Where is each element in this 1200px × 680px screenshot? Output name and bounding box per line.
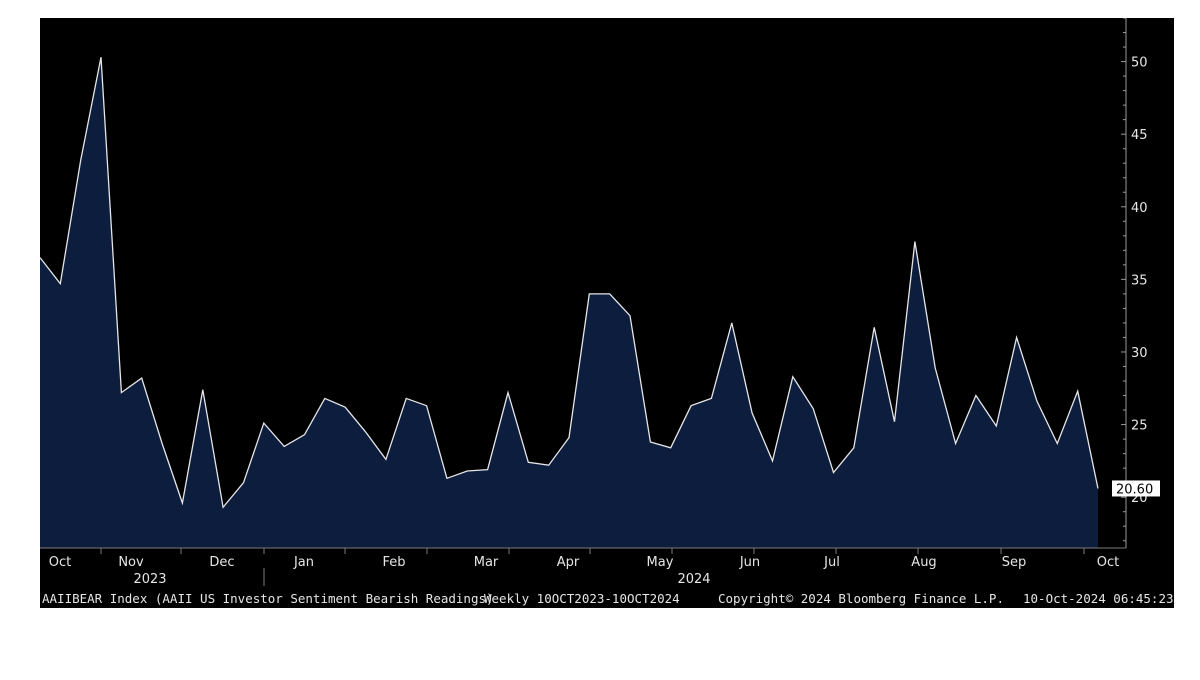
- x-tick-label: May: [647, 555, 674, 570]
- x-tick-label: Jul: [823, 555, 840, 570]
- y-tick-label: 25: [1131, 419, 1148, 434]
- x-tick-label: Apr: [557, 555, 580, 570]
- y-tick-label: 30: [1131, 346, 1148, 361]
- x-tick-label: Sep: [1002, 555, 1027, 570]
- y-tick-label: 45: [1131, 128, 1148, 143]
- x-tick-label: Mar: [474, 555, 499, 570]
- x-tick-label: Jan: [293, 555, 314, 570]
- year-label: 2023: [133, 572, 166, 587]
- year-label: 2024: [677, 572, 710, 587]
- footer-ticker: AAIIBEAR Index (AAII US Investor Sentime…: [42, 591, 494, 606]
- x-tick-label: Oct: [1097, 555, 1119, 570]
- y-tick-label: 35: [1131, 273, 1148, 288]
- x-tick-label: Dec: [209, 555, 234, 570]
- y-tick-label: 50: [1131, 56, 1148, 71]
- x-tick-label: Aug: [911, 555, 936, 570]
- chart-footer: AAIIBEAR Index (AAII US Investor Sentime…: [40, 590, 1174, 608]
- y-tick-label: 40: [1131, 201, 1148, 216]
- x-tick-label: Oct: [49, 555, 71, 570]
- x-tick-label: Jun: [739, 555, 760, 570]
- footer-copyright: Copyright© 2024 Bloomberg Finance L.P.: [718, 591, 1004, 606]
- x-tick-label: Feb: [382, 555, 405, 570]
- footer-timestamp: 10-Oct-2024 06:45:23: [1023, 591, 1174, 606]
- last-value-label: 20.60: [1116, 482, 1153, 497]
- x-tick-label: Nov: [118, 555, 144, 570]
- footer-frequency: Weekly 10OCT2023-10OCT2024: [484, 591, 680, 606]
- series-area: [40, 57, 1098, 548]
